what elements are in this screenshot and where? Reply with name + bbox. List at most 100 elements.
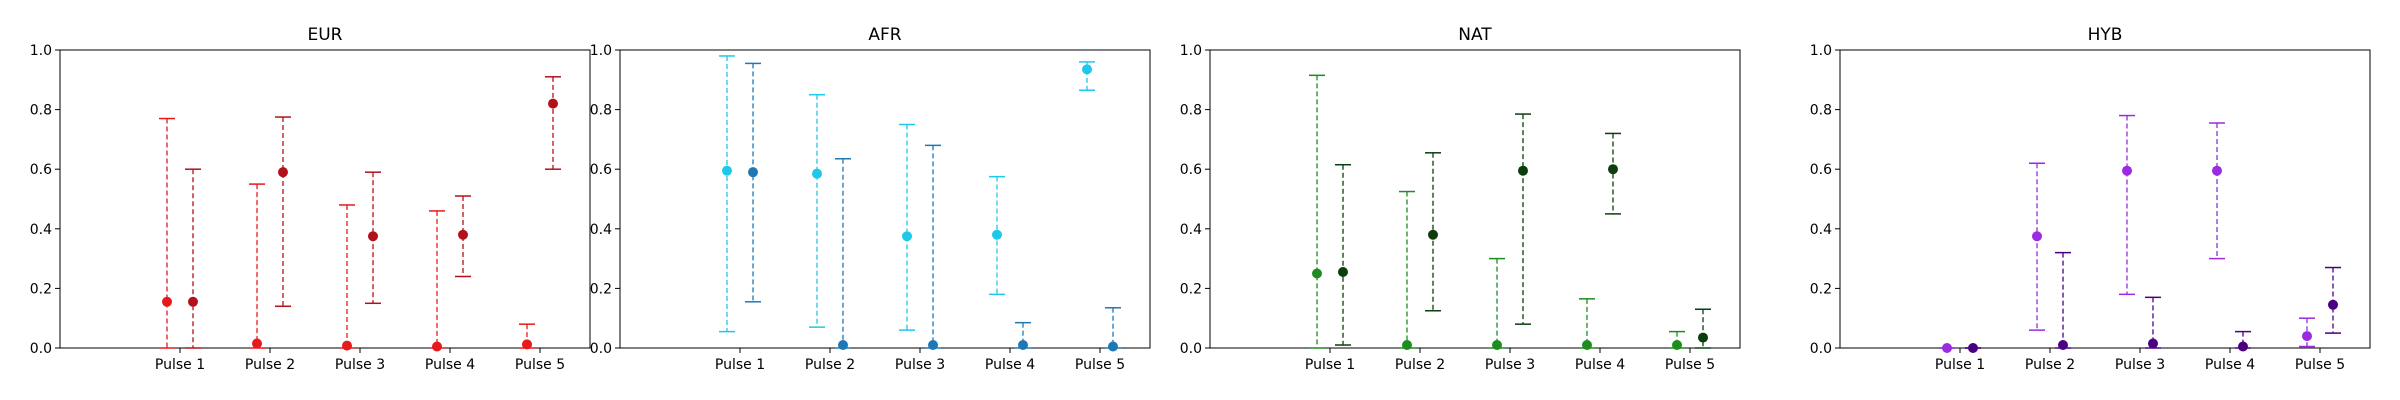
data-point bbox=[1518, 165, 1528, 176]
error-bar bbox=[2235, 330, 2251, 352]
error-bar bbox=[159, 117, 175, 349]
y-tick-label: 1.0 bbox=[590, 43, 612, 59]
y-tick-label: 0.8 bbox=[1180, 103, 1202, 119]
y-tick-label: 0.6 bbox=[1810, 162, 1832, 178]
y-tick-label: 0.4 bbox=[590, 222, 612, 238]
error-bar bbox=[2119, 114, 2135, 296]
data-point bbox=[2058, 340, 2068, 351]
y-tick-label: 0.4 bbox=[1180, 222, 1202, 238]
data-point bbox=[838, 340, 848, 351]
panel-title: EUR bbox=[308, 25, 343, 45]
error-bar bbox=[1079, 61, 1095, 91]
error-bar bbox=[1965, 343, 1981, 353]
x-tick-label: Pulse 3 bbox=[1485, 357, 1535, 373]
x-tick-label: Pulse 2 bbox=[245, 357, 295, 373]
data-point bbox=[162, 296, 172, 307]
panel-hyb: HYB 0.0 0.2 0.4 0.6 0.8 1.0 Pulse 1 Pulse 2 Pulse… bbox=[1810, 25, 2371, 373]
error-bar bbox=[249, 183, 265, 349]
data-point bbox=[2328, 299, 2338, 310]
y-tick-label: 0.6 bbox=[30, 162, 52, 178]
data-point bbox=[1698, 332, 1708, 343]
data-point bbox=[1608, 164, 1618, 175]
y-tick-label: 0.6 bbox=[1180, 162, 1202, 178]
error-bar bbox=[1489, 257, 1505, 351]
panel-title: NAT bbox=[1458, 25, 1492, 45]
data-point bbox=[2212, 165, 2222, 176]
error-bar bbox=[1669, 330, 1685, 351]
error-bar bbox=[545, 76, 561, 170]
plot-area-frame bbox=[1209, 49, 1741, 349]
x-tick-label: Pulse 3 bbox=[2115, 357, 2165, 373]
data-point bbox=[2302, 331, 2312, 342]
panel-title: HYB bbox=[2088, 25, 2123, 45]
error-bar bbox=[899, 123, 915, 331]
x-tick-label: Pulse 4 bbox=[985, 357, 1035, 373]
panel-title: AFR bbox=[868, 25, 901, 45]
error-bar bbox=[719, 55, 735, 333]
y-tick-label: 0.8 bbox=[30, 103, 52, 119]
plot-area-frame bbox=[619, 49, 1151, 349]
y-tick-label: 0.4 bbox=[30, 222, 52, 238]
data-point bbox=[1968, 343, 1978, 353]
error-bar bbox=[1605, 132, 1621, 215]
x-tick-label: Pulse 5 bbox=[2295, 357, 2345, 373]
data-point bbox=[432, 341, 442, 352]
panel-afr: AFR 0.0 0.2 0.4 0.6 0.8 1.0 Pulse 1 Pulse 2 Pulse… bbox=[590, 25, 1151, 373]
data-point bbox=[722, 165, 732, 176]
data-point bbox=[1492, 340, 1502, 351]
error-bar bbox=[2055, 251, 2071, 351]
x-tick-label: Pulse 2 bbox=[1395, 357, 1445, 373]
error-bar bbox=[1399, 190, 1415, 351]
error-bar bbox=[1015, 321, 1031, 351]
x-tick-label: Pulse 5 bbox=[1075, 357, 1125, 373]
x-tick-label: Pulse 4 bbox=[1575, 357, 1625, 373]
data-point bbox=[342, 340, 352, 351]
data-point bbox=[1402, 340, 1412, 351]
error-bar bbox=[745, 62, 761, 303]
x-tick-label: Pulse 3 bbox=[895, 357, 945, 373]
y-tick-label: 0.2 bbox=[590, 281, 612, 297]
data-point bbox=[928, 340, 938, 351]
x-tick-label: Pulse 4 bbox=[425, 357, 475, 373]
y-tick-label: 0.0 bbox=[1180, 341, 1202, 357]
data-point bbox=[748, 167, 758, 178]
error-bar bbox=[809, 93, 825, 328]
data-point bbox=[2032, 231, 2042, 242]
error-bar bbox=[365, 171, 381, 305]
data-point bbox=[812, 168, 822, 179]
error-bar bbox=[185, 168, 201, 349]
data-point bbox=[2122, 165, 2132, 176]
data-point bbox=[548, 98, 558, 109]
error-bar bbox=[1695, 308, 1711, 349]
error-bar bbox=[2209, 122, 2225, 260]
error-bar bbox=[989, 175, 1005, 296]
error-bar bbox=[519, 323, 535, 350]
x-tick-label: Pulse 3 bbox=[335, 357, 385, 373]
data-point bbox=[1428, 229, 1438, 240]
data-point bbox=[1312, 268, 1322, 279]
x-tick-label: Pulse 1 bbox=[1935, 357, 1985, 373]
x-tick-label: Pulse 5 bbox=[515, 357, 565, 373]
x-tick-label: Pulse 2 bbox=[2025, 357, 2075, 373]
data-point bbox=[1338, 267, 1348, 278]
data-point bbox=[992, 229, 1002, 240]
error-bar bbox=[339, 204, 355, 351]
error-bar bbox=[1425, 152, 1441, 312]
y-tick-label: 1.0 bbox=[30, 43, 52, 59]
y-tick-label: 0.0 bbox=[590, 341, 612, 357]
error-bar bbox=[1309, 74, 1325, 349]
error-bar bbox=[835, 158, 851, 351]
data-point bbox=[1018, 340, 1028, 351]
y-tick-label: 0.0 bbox=[30, 341, 52, 357]
error-bar bbox=[2145, 296, 2161, 349]
y-tick-label: 1.0 bbox=[1180, 43, 1202, 59]
data-point bbox=[1582, 340, 1592, 351]
error-bar bbox=[1939, 343, 1955, 353]
y-tick-label: 0.8 bbox=[1810, 103, 1832, 119]
error-bar bbox=[455, 195, 471, 278]
data-point bbox=[2148, 338, 2158, 349]
x-tick-label: Pulse 1 bbox=[715, 357, 765, 373]
plot-area-frame bbox=[59, 49, 591, 349]
y-tick-label: 0.8 bbox=[590, 103, 612, 119]
